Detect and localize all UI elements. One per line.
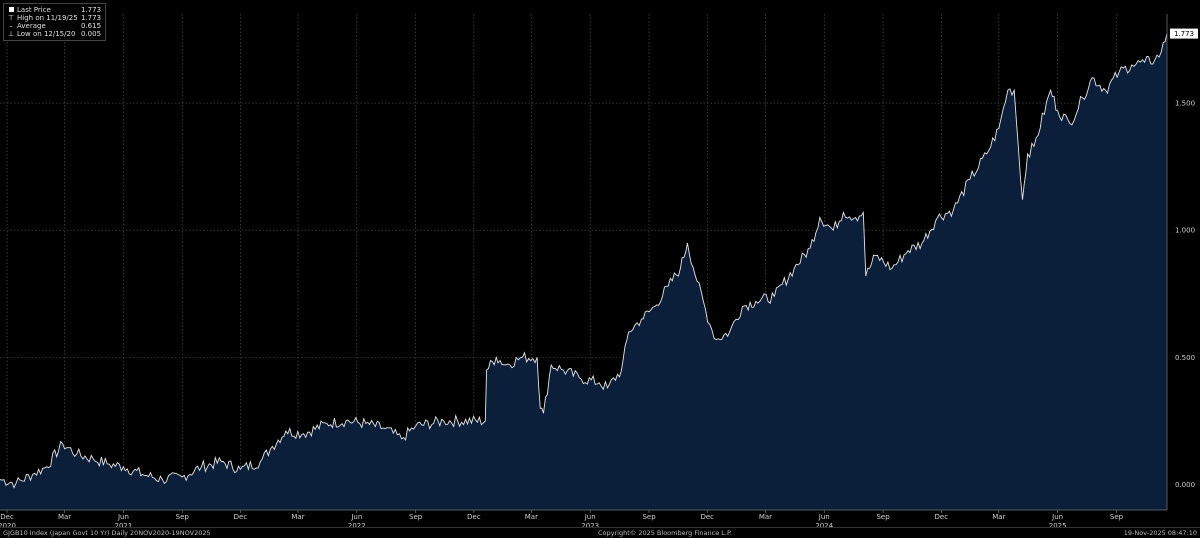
x-tick-label: Jun (1051, 513, 1063, 521)
x-year-label: 2025 (1049, 522, 1067, 530)
x-tick-label: Jun (117, 513, 129, 521)
legend-value: 0.005 (81, 30, 102, 38)
x-tick-label: Sep (876, 513, 890, 521)
x-tick-label: Dec (935, 513, 949, 521)
low-marker-icon: ⊥ (8, 30, 15, 38)
legend-label: Average (17, 22, 46, 30)
x-tick-label: Mar (58, 513, 71, 521)
footer-copyright: Copyright© 2025 Bloomberg Finance L.P. (598, 529, 732, 537)
x-tick-label: Mar (759, 513, 772, 521)
x-tick-label: Mar (992, 513, 1005, 521)
last-price-box (1170, 28, 1198, 39)
footer-timestamp: 19-Nov-2025 08:47:10 (1123, 529, 1197, 537)
last-price-label: 1.773 (1174, 30, 1194, 38)
x-tick-label: Dec (700, 513, 714, 521)
x-tick-label: Dec (467, 513, 481, 521)
x-year-label: 2020 (0, 522, 16, 530)
legend-label: Last Price (17, 6, 51, 14)
high-marker-icon: ⊤ (8, 14, 15, 22)
x-year-label: 2023 (581, 522, 599, 530)
y-tick-label: 0.500 (1175, 354, 1195, 362)
legend-item-low: ⊥ Low on 12/15/20 0.005 (8, 30, 101, 38)
legend-value: 1.773 (81, 14, 102, 22)
x-tick-label: Jun (350, 513, 362, 521)
average-marker-icon: – (9, 22, 13, 30)
x-year-label: 2024 (815, 522, 833, 530)
y-tick-label: 1.500 (1175, 100, 1195, 108)
price-series-line (0, 33, 1168, 489)
legend-label: High on 11/19/25 (17, 14, 78, 22)
footer-security-description: GJGB10 Index (Japan Govt 10 Yr) Daily 20… (3, 529, 211, 537)
legend-value: 0.615 (81, 22, 102, 30)
x-tick-label: Dec (0, 513, 14, 521)
chart-legend: Last Price 1.773 ⊤ High on 11/19/25 1.77… (3, 3, 107, 41)
square-swatch-icon (8, 6, 14, 14)
legend-value: 1.773 (81, 6, 102, 14)
legend-item-high: ⊤ High on 11/19/25 1.773 (8, 14, 101, 22)
x-tick-label: Sep (176, 513, 190, 521)
legend-item-average: – Average 0.615 (8, 22, 101, 30)
x-tick-label: Sep (1110, 513, 1124, 521)
x-tick-label: Dec (234, 513, 248, 521)
x-tick-label: Mar (525, 513, 538, 521)
y-tick-label: 0.000 (1175, 481, 1195, 489)
x-year-label: 2022 (348, 522, 366, 530)
x-year-label: 2021 (115, 522, 133, 530)
legend-item-last-price: Last Price 1.773 (8, 6, 101, 14)
chart-footer: GJGB10 Index (Japan Govt 10 Yr) Daily 20… (0, 527, 1200, 538)
x-tick-label: Sep (642, 513, 656, 521)
x-tick-label: Jun (818, 513, 830, 521)
x-tick-label: Jun (584, 513, 596, 521)
legend-label: Low on 12/15/20 (17, 30, 76, 38)
y-tick-label: 1.000 (1175, 227, 1195, 235)
x-tick-label: Mar (291, 513, 304, 521)
price-area-fill (0, 33, 1167, 510)
x-tick-label: Sep (409, 513, 423, 521)
